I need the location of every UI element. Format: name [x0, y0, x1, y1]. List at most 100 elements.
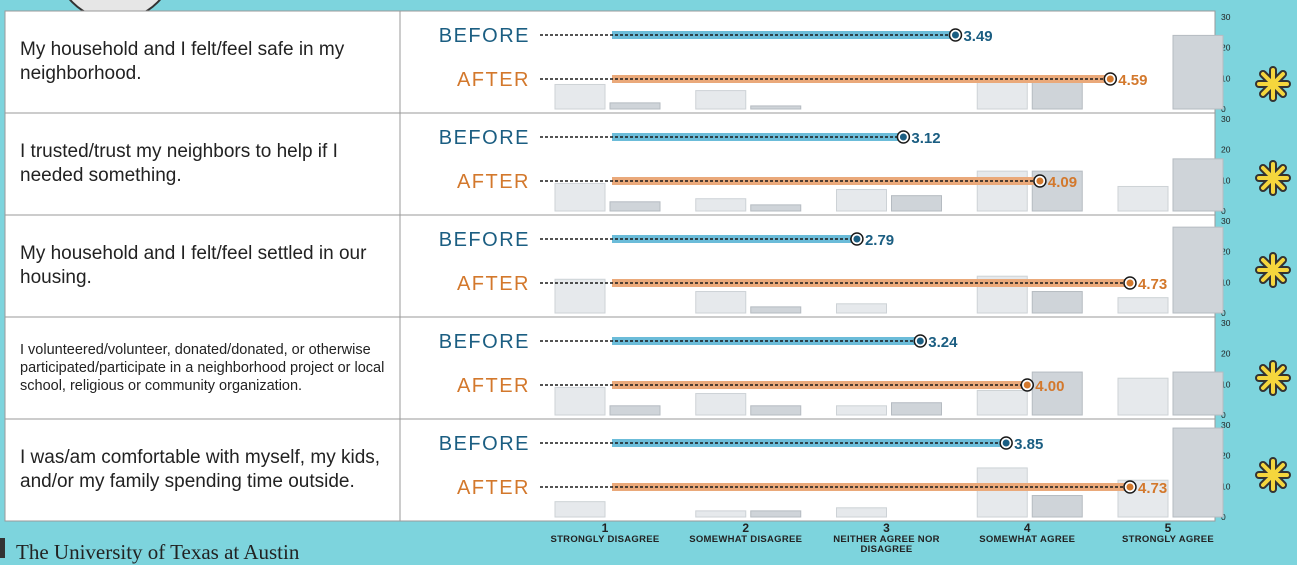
series-label: AFTER — [457, 477, 530, 499]
count-bar — [836, 405, 887, 416]
plot-area — [399, 316, 1216, 420]
mean-label: 4.73 — [1138, 480, 1167, 497]
statement-box — [4, 418, 401, 522]
mean-band — [612, 31, 956, 39]
series-label: BEFORE — [439, 229, 530, 251]
y-tick-label: 20 — [1221, 349, 1231, 359]
count-bar — [976, 77, 1028, 110]
asterisks — [1255, 66, 1291, 493]
y-tick-label: 30 — [1221, 216, 1231, 226]
mean-dot-core — [853, 235, 861, 243]
mean-band — [612, 439, 1007, 447]
count-bar — [609, 102, 661, 110]
count-bar — [1172, 158, 1224, 212]
count-bar — [1031, 371, 1083, 416]
scale-text: STRONGLY DISAGREE — [550, 534, 660, 545]
statement: My household and I felt/feel settled in … — [20, 243, 367, 288]
count-bar — [554, 386, 606, 416]
mean-label: 3.85 — [1014, 436, 1043, 453]
y-tick-label: 30 — [1221, 12, 1231, 22]
count-bar — [554, 182, 606, 212]
count-bar — [1172, 226, 1224, 314]
mean-label: 3.12 — [911, 130, 940, 147]
y-tick-label: 30 — [1221, 114, 1231, 124]
count-bar — [976, 389, 1028, 416]
count-bar — [554, 501, 606, 518]
y-tick-label: 30 — [1221, 318, 1231, 328]
count-bar — [609, 405, 661, 416]
count-bar — [1117, 185, 1169, 212]
count-bar — [1117, 297, 1169, 314]
count-bar — [750, 306, 802, 314]
scale-label: 5 STRONGLY AGREE — [1103, 521, 1233, 545]
series-label: AFTER — [457, 69, 530, 91]
count-bar — [750, 204, 802, 212]
mean-label: 3.49 — [963, 28, 992, 45]
count-bar — [695, 393, 747, 416]
series-label: AFTER — [457, 273, 530, 295]
mean-label: 4.09 — [1048, 174, 1077, 191]
scale-number: 3 — [883, 521, 890, 535]
scale-label: 3 NEITHER AGREE NOR DISAGREE — [822, 521, 952, 555]
series-label: AFTER — [457, 375, 530, 397]
statement-box — [4, 10, 401, 114]
count-bar — [891, 402, 942, 416]
y-tick-label: 20 — [1221, 145, 1231, 155]
statement: I volunteered/volunteer, donated/donated… — [20, 342, 385, 395]
count-bar — [695, 510, 747, 518]
count-bar — [1031, 495, 1083, 518]
statement: I trusted/trust my neighbors to help if … — [20, 141, 338, 186]
scale-number: 5 — [1164, 521, 1172, 535]
series-label: AFTER — [457, 171, 530, 193]
scale-label: 4 SOMEWHAT AGREE — [962, 521, 1092, 545]
mean-dot-core — [1126, 279, 1134, 287]
series-label: BEFORE — [439, 433, 530, 455]
footer: The University of Texas at Austin — [16, 540, 300, 564]
y-tick-label: 20 — [1221, 451, 1231, 461]
count-bar — [836, 507, 887, 518]
mean-label: 4.00 — [1035, 378, 1064, 395]
scale-text: SOMEWHAT DISAGREE — [689, 534, 803, 545]
count-bar — [695, 291, 747, 314]
count-bar — [750, 105, 802, 110]
mean-label: 3.24 — [928, 334, 958, 351]
count-bar — [976, 467, 1028, 518]
count-bar — [836, 189, 887, 212]
scale-number: 4 — [1023, 521, 1031, 535]
y-tick-label: 10 — [1221, 481, 1231, 491]
mean-band — [612, 235, 857, 243]
statement-box — [4, 214, 401, 318]
count-bar — [1172, 427, 1224, 518]
mean-dot-core — [1023, 381, 1031, 389]
mean-label: 4.73 — [1138, 276, 1167, 293]
scale-number: 2 — [742, 521, 750, 535]
scale-text: NEITHER AGREE NOR DISAGREE — [833, 534, 940, 555]
count-bar — [750, 510, 802, 518]
count-bar — [1031, 291, 1083, 314]
count-bar — [891, 195, 942, 212]
mean-dot-core — [1036, 177, 1044, 185]
series-label: BEFORE — [439, 331, 530, 353]
mean-dot-core — [1002, 439, 1010, 447]
scale-label: 2 SOMEWHAT DISAGREE — [681, 521, 811, 545]
y-tick-label: 20 — [1221, 43, 1231, 53]
mean-label: 2.79 — [865, 232, 894, 249]
count-bar — [554, 83, 606, 110]
statement-box — [4, 112, 401, 216]
logo-bar — [0, 538, 5, 558]
count-bar — [554, 278, 606, 314]
mean-dot-core — [1126, 483, 1134, 491]
count-bar — [1172, 371, 1224, 416]
y-tick-label: 10 — [1221, 175, 1231, 185]
mean-dot-core — [916, 337, 924, 345]
scale-number: 1 — [601, 521, 609, 535]
count-bar — [836, 303, 887, 314]
scale-text: SOMEWHAT AGREE — [979, 534, 1076, 545]
count-bar — [1172, 34, 1224, 110]
count-bar — [609, 201, 661, 212]
y-tick-label: 10 — [1221, 379, 1231, 389]
y-tick-label: 10 — [1221, 277, 1231, 287]
y-tick-label: 30 — [1221, 420, 1231, 430]
scale-text: STRONGLY AGREE — [1121, 534, 1214, 545]
